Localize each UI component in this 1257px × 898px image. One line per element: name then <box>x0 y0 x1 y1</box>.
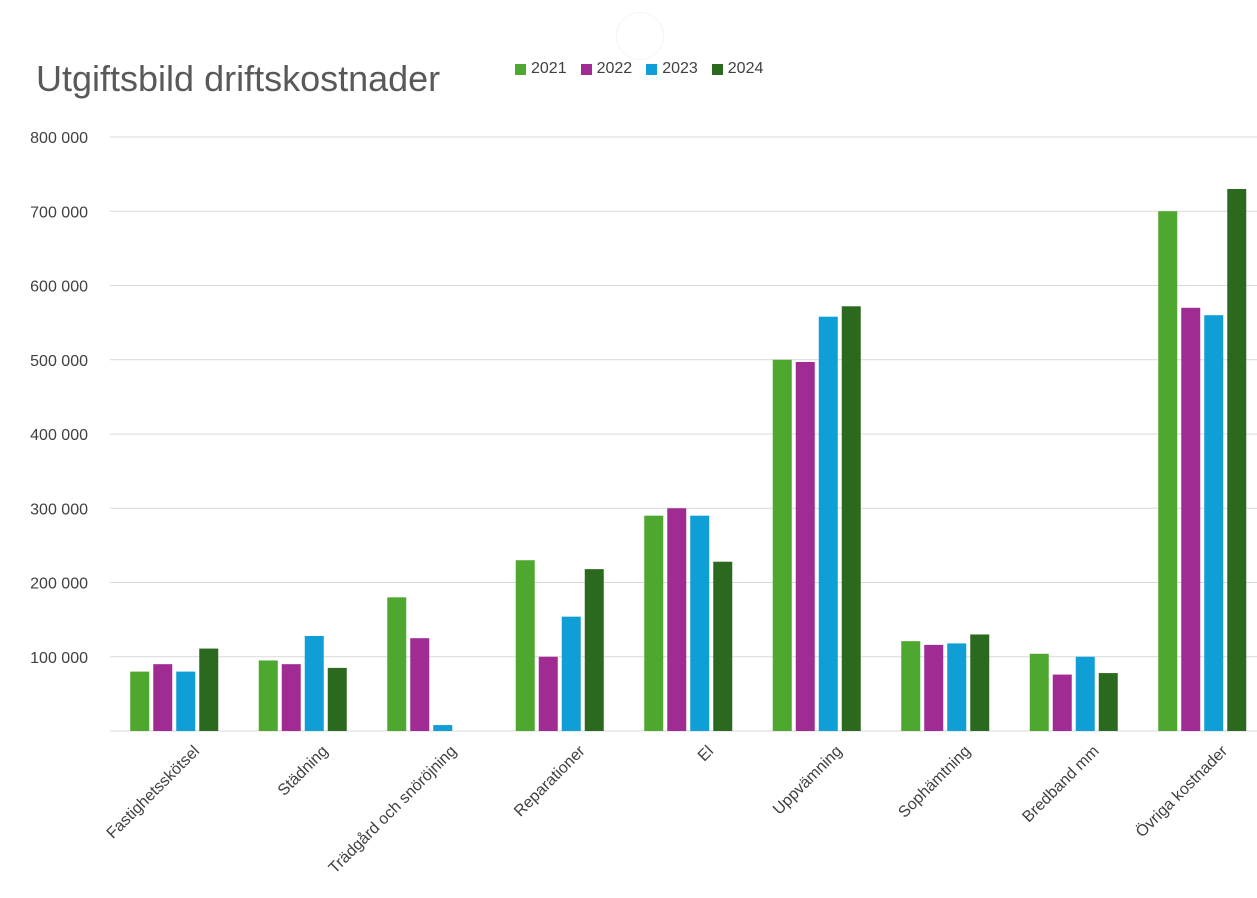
bar-2021 <box>1029 653 1049 731</box>
bar-2021 <box>130 671 150 731</box>
bar-2024 <box>713 561 733 731</box>
y-tick-label: 700 000 <box>30 204 88 221</box>
bar-2022 <box>795 361 815 731</box>
bar-2023 <box>690 515 710 731</box>
bar-2021 <box>515 560 535 731</box>
bar-2024 <box>970 634 990 731</box>
y-tick-label: 300 000 <box>30 501 88 518</box>
bar-2024 <box>327 667 347 731</box>
legend-label: 2024 <box>727 60 764 77</box>
bar-2024 <box>584 569 604 731</box>
y-tick-label: 400 000 <box>30 427 88 444</box>
bar-2023 <box>947 643 967 731</box>
x-tick-label: Fastighetsskötsel <box>104 743 203 842</box>
legend-item-2022: 2022 <box>580 60 633 78</box>
legend-item-2024: 2024 <box>711 60 764 78</box>
bar-2024 <box>841 306 861 731</box>
bar-2021 <box>901 641 921 731</box>
y-tick-label: 600 000 <box>30 279 88 296</box>
bar-2021 <box>258 660 278 731</box>
x-tick-label: El <box>695 743 717 765</box>
x-tick-label: Uppvämning <box>770 743 846 819</box>
bar-2022 <box>924 644 944 731</box>
legend-swatch <box>646 63 658 75</box>
bar-2024 <box>1098 673 1118 731</box>
bar-2022 <box>1181 307 1201 731</box>
bar-2022 <box>1052 674 1072 731</box>
legend-item-2021: 2021 <box>515 60 567 78</box>
bar-2024 <box>1227 188 1247 732</box>
bar-2021 <box>644 515 664 731</box>
legend-label: 2021 <box>531 60 567 77</box>
decorative-circle <box>616 12 664 60</box>
bar-2023 <box>433 725 453 731</box>
legend: 2021 2022 2023 2024 <box>515 60 763 78</box>
bar-2023 <box>561 616 581 731</box>
legend-swatch <box>515 63 526 75</box>
bar-2022 <box>410 638 430 731</box>
chart-title: Utgiftsbild driftskostnader <box>36 58 441 99</box>
legend-swatch <box>711 63 723 75</box>
bar-2021 <box>387 597 407 731</box>
legend-swatch <box>580 63 592 75</box>
legend-item-2023: 2023 <box>646 60 698 78</box>
bar-2021 <box>772 359 792 731</box>
legend-label: 2022 <box>596 60 633 77</box>
legend-label: 2023 <box>662 60 698 77</box>
bar-2021 <box>1158 211 1178 731</box>
bar-2023 <box>1075 656 1095 731</box>
bar-2022 <box>667 508 687 731</box>
x-tick-label: Sophämtning <box>895 743 974 822</box>
bar-2022 <box>538 656 558 731</box>
y-tick-label: 100 000 <box>30 650 88 667</box>
x-tick-label: Städning <box>275 743 332 800</box>
bar-2022 <box>281 664 301 731</box>
y-tick-label: 200 000 <box>30 576 88 593</box>
bar-2023 <box>818 316 838 731</box>
bar-2023 <box>176 671 196 731</box>
bar-2023 <box>304 635 324 731</box>
x-tick-label: Reparationer <box>511 742 589 820</box>
bar-2024 <box>199 648 219 731</box>
y-tick-label: 800 000 <box>30 130 88 147</box>
bar-2022 <box>153 664 173 731</box>
y-tick-label: 500 000 <box>30 353 88 370</box>
bar-2023 <box>1204 315 1224 731</box>
x-tick-label: Övriga kostnader <box>1132 742 1231 841</box>
x-tick-label: Trädgård och snöröjning <box>325 742 460 877</box>
x-tick-label: Bredband mm <box>1019 743 1102 826</box>
